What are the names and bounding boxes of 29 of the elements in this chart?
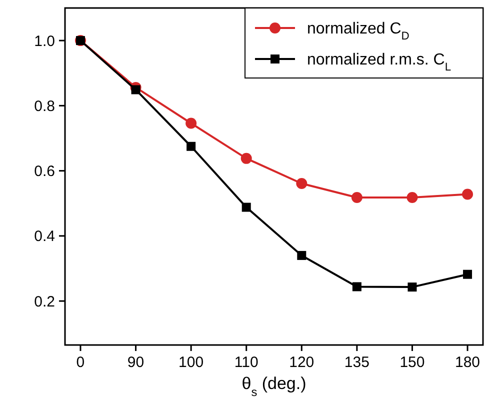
point [186, 142, 196, 151]
point [242, 202, 251, 212]
legend-label: normalized C$_{D}$ [307, 20, 410, 43]
point [352, 282, 362, 292]
x-tick-label: 100 [178, 354, 204, 371]
point [462, 188, 474, 200]
point [240, 152, 252, 164]
x-tick-label: 135 [344, 354, 370, 371]
x-tick-label: 110 [234, 354, 258, 371]
point [463, 270, 472, 279]
y-tick-label: 0.8 [34, 98, 55, 115]
point [408, 282, 417, 292]
legend-label: normalized r.m.s. C$_{L}$ [307, 52, 452, 74]
x-tick-label: 0 [76, 354, 85, 371]
x-tick-label: 90 [127, 354, 144, 371]
y-tick-label: 0.2 [34, 293, 55, 310]
point [351, 192, 362, 203]
point [406, 192, 418, 203]
point [131, 85, 140, 94]
x-axis-title: θ$_{s}$ (deg.) [242, 374, 306, 399]
point [296, 178, 308, 189]
x-tick-label: 180 [455, 354, 480, 371]
y-tick-label: 0.6 [34, 163, 55, 180]
y-tick-label: 1.0 [34, 32, 55, 50]
y-tick-label: 0.4 [34, 228, 55, 246]
x-tick-label: 150 [400, 354, 425, 371]
x-tick-label: 120 [289, 354, 314, 371]
point [297, 250, 306, 260]
point [186, 118, 197, 129]
